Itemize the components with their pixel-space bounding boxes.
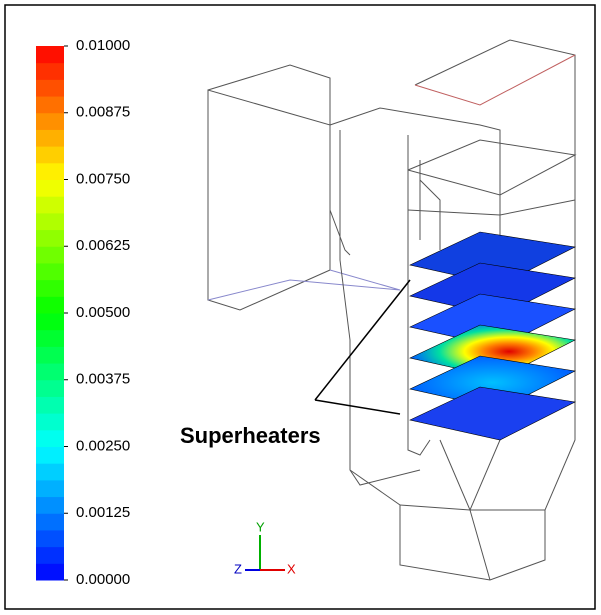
colorbar-band	[36, 480, 64, 497]
colorbar-band	[36, 63, 64, 80]
tick-label: 0.00250	[76, 437, 130, 454]
colorbar-band	[36, 246, 64, 263]
annotation: Superheaters	[180, 423, 321, 448]
colorbar-band	[36, 497, 64, 514]
colorbar-band	[36, 547, 64, 564]
colorbar-band	[36, 413, 64, 430]
colorbar-band	[36, 196, 64, 213]
colorbar-band	[36, 313, 64, 330]
colorbar-band	[36, 96, 64, 113]
axis-label: Y	[256, 519, 265, 534]
colorbar-band	[36, 213, 64, 230]
colorbar-band	[36, 129, 64, 146]
colorbar-band	[36, 330, 64, 347]
screenshot: Superheaters Y X Z 0.01000 0.00875 0.00750…	[0, 0, 601, 615]
tick-label: 0.01000	[76, 37, 130, 54]
colorbar-band	[36, 263, 64, 280]
tick-label: 0.00625	[76, 237, 130, 254]
axis-label: X	[287, 561, 296, 576]
axis-label: Z	[234, 561, 242, 576]
colorbar-band	[36, 163, 64, 180]
superheater-plates	[410, 232, 575, 440]
tick-label: 0.00500	[76, 304, 130, 321]
tick-label: 0.00000	[76, 571, 130, 588]
tick-label: 0.00875	[76, 104, 130, 121]
tick-label: 0.00750	[76, 170, 130, 187]
colorbar-band	[36, 296, 64, 313]
colorbar-band	[36, 530, 64, 547]
tick-label: 0.00125	[76, 504, 130, 521]
colorbar-band	[36, 113, 64, 130]
colorbar-band	[36, 79, 64, 96]
colorbar-band	[36, 463, 64, 480]
colorbar-band	[36, 146, 64, 163]
colorbar-band	[36, 46, 64, 63]
colorbar-band	[36, 230, 64, 247]
colorbar: 0.01000 0.00875 0.00750 0.00625 0.00500 0.003…	[36, 37, 130, 588]
colorbar-band	[36, 430, 64, 447]
colorbar-band	[36, 513, 64, 530]
leader-lines	[315, 280, 410, 414]
colorbar-band	[36, 363, 64, 380]
colorbar-band	[36, 280, 64, 297]
colorbar-band	[36, 180, 64, 197]
axis-triad: Y X Z	[234, 519, 296, 576]
colorbar-band	[36, 380, 64, 397]
tick-label: 0.00375	[76, 371, 130, 388]
colorbar-band	[36, 563, 64, 580]
colorbar-band	[36, 346, 64, 363]
colorbar-band	[36, 447, 64, 464]
colorbar-band	[36, 396, 64, 413]
